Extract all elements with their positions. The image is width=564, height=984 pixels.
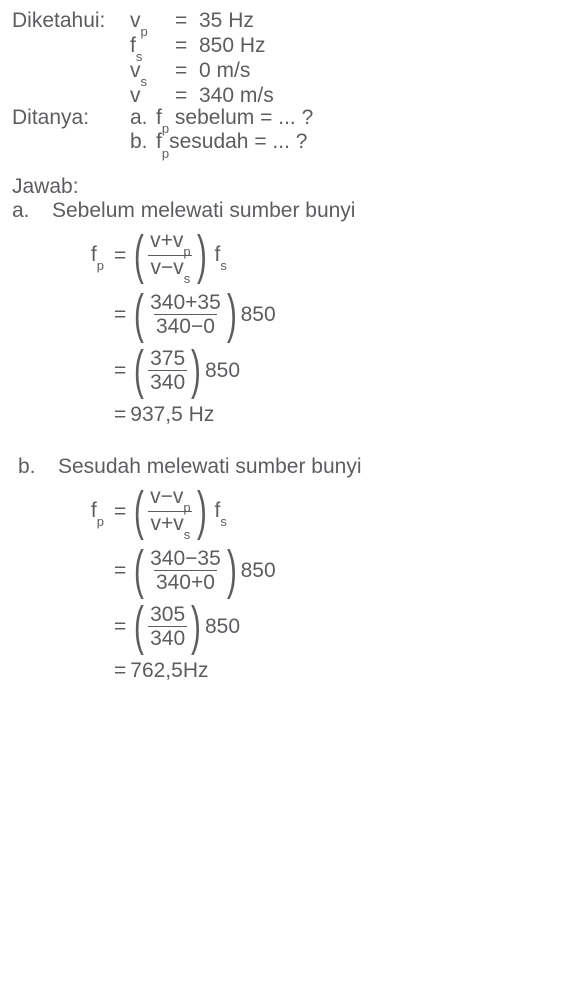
step1-fraction-b: ( 340−35 340+0 ) <box>130 548 240 594</box>
value: 0 m/s <box>199 60 250 82</box>
part-b-title: Sesudah melewati sumber bunyi <box>58 456 362 478</box>
step2-mult: 850 <box>205 360 240 382</box>
part-a-label: a. <box>12 200 52 222</box>
value: 850 Hz <box>199 35 266 57</box>
step1-mult-b: 850 <box>241 560 276 582</box>
var: v <box>130 85 175 107</box>
var: fs <box>130 35 175 60</box>
formula-fraction-b: ( v−vp v+vs ) <box>130 486 210 538</box>
value: 340 m/s <box>199 85 274 107</box>
part-b-math: fp = ( v−vp v+vs ) fs = ( 340−35 340+0 )… <box>12 486 552 682</box>
equals: = <box>175 85 199 107</box>
formula-fraction: ( v+vp v−vs ) <box>130 230 210 282</box>
step1-mult: 850 <box>241 304 276 326</box>
asked-a-prefix: a. <box>130 107 156 129</box>
step2-mult-b: 850 <box>205 616 240 638</box>
part-b-label: b. <box>18 456 58 478</box>
step2-fraction: ( 375 340 ) <box>130 348 205 394</box>
asked-b: fpsesudah = ... ? <box>156 131 307 156</box>
asked-block: Ditanya: a. fp sebelum = ... ? b. fpsesu… <box>12 107 552 157</box>
part-a-math: fp = ( v+vp v−vs ) fs = ( 340+35 340−0 )… <box>12 230 552 426</box>
value: 35 Hz <box>199 10 254 32</box>
part-a-result: 937,5 Hz <box>130 404 214 426</box>
formula-lhs: fp <box>54 244 104 269</box>
given-block: Diketahui: vp = 35 Hz fs = 850 Hz vs = 0… <box>12 10 552 107</box>
step2-fraction-b: ( 305 340 ) <box>130 604 205 650</box>
asked-b-prefix: b. <box>130 131 156 153</box>
asked-a: fp sebelum = ... ? <box>156 107 313 132</box>
answer-header: Jawab: <box>12 176 552 198</box>
part-a-title: Sebelum melewati sumber bunyi <box>52 200 355 222</box>
asked-header: Ditanya: <box>12 107 130 129</box>
formula-rhs: fs <box>214 244 226 269</box>
formula-rhs-b: fs <box>214 500 226 525</box>
step1-fraction: ( 340+35 340−0 ) <box>130 292 240 338</box>
formula-lhs-b: fp <box>54 500 104 525</box>
equals: = <box>175 10 199 32</box>
equals: = <box>175 35 199 57</box>
part-b-result: 762,5Hz <box>130 660 208 682</box>
equals: = <box>175 60 199 82</box>
var: vp <box>130 10 175 35</box>
given-header: Diketahui: <box>12 10 130 32</box>
